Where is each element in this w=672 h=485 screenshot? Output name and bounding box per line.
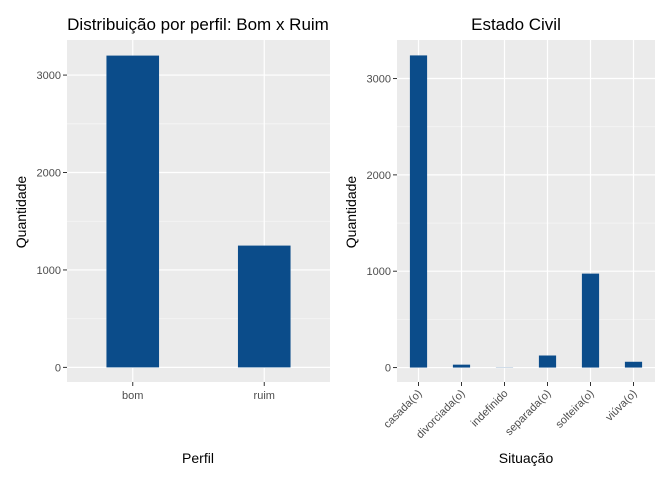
bar-divorciada(o) xyxy=(453,365,470,368)
y-tick-label: 0 xyxy=(55,362,61,374)
x-tick-label: casada(o) xyxy=(382,388,425,431)
y-tick-label: 1000 xyxy=(37,265,61,277)
chart-estado-civil: Estado Civil 0 1000 2000 3000 casada(o)divo… xyxy=(343,15,655,466)
bar-separada(o) xyxy=(539,356,556,368)
y-tick-label: 2000 xyxy=(367,170,391,182)
y-axis-ticks: 0 1000 2000 3000 xyxy=(367,74,397,375)
y-tick-label: 3000 xyxy=(367,74,391,86)
plot-panel xyxy=(397,40,655,382)
x-axis-ticks: bom ruim xyxy=(122,382,275,402)
y-tick-label: 0 xyxy=(385,363,391,375)
x-tick-label: separada(o) xyxy=(503,388,553,438)
y-tick-label: 2000 xyxy=(37,168,61,180)
bar-ruim xyxy=(238,246,291,368)
y-tick-label: 3000 xyxy=(37,70,61,82)
bar-viúva(o) xyxy=(625,362,642,368)
bar-bom xyxy=(106,56,159,368)
x-tick-label: solteira(o) xyxy=(554,388,597,431)
x-tick-label: bom xyxy=(122,390,143,402)
bar-solteira(o) xyxy=(582,274,599,368)
x-axis-label: Situação xyxy=(499,450,554,466)
chart-title: Distribuição por perfil: Bom x Ruim xyxy=(67,15,329,34)
y-axis-label: Quantidade xyxy=(13,176,29,249)
bar-casada(o) xyxy=(410,55,427,367)
y-axis-ticks: 0 1000 2000 3000 xyxy=(37,70,67,374)
chart-perfil: Distribuição por perfil: Bom x Ruim 0 100… xyxy=(13,15,330,466)
y-axis-label: Quantidade xyxy=(343,176,359,249)
chart-title: Estado Civil xyxy=(471,15,561,34)
x-tick-label: ruim xyxy=(254,390,275,402)
x-tick-label: indefinido xyxy=(469,388,511,430)
x-axis-label: Perfil xyxy=(182,450,214,466)
y-tick-label: 1000 xyxy=(367,266,391,278)
x-tick-label: viúva(o) xyxy=(603,388,639,424)
x-axis-ticks: casada(o)divorciada(o)indefinidoseparada… xyxy=(382,382,640,441)
